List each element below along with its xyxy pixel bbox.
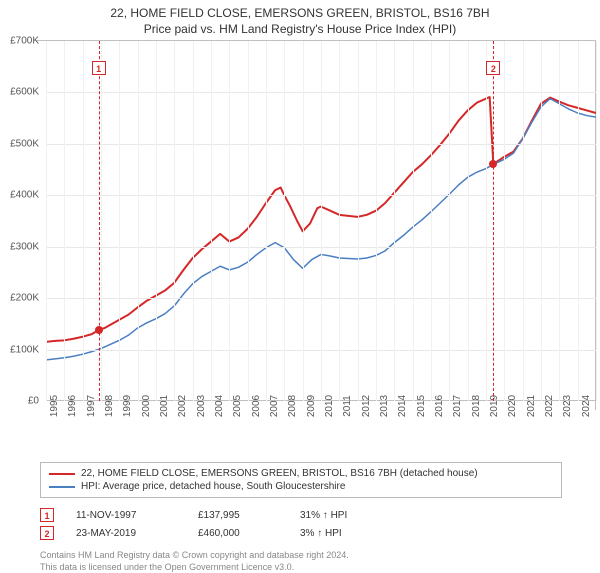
- marker-vline: [493, 41, 494, 401]
- gridline-v: [284, 41, 285, 401]
- x-axis-label: 2010: [324, 395, 335, 417]
- y-axis-label: £400K: [10, 190, 39, 201]
- x-axis-label: 2024: [581, 395, 592, 417]
- marker-box: 2: [486, 61, 500, 75]
- gridline-v: [541, 41, 542, 401]
- x-axis-label: 2009: [306, 395, 317, 417]
- x-axis-label: 2014: [397, 395, 408, 417]
- x-axis-label: 2007: [269, 395, 280, 417]
- x-axis-label: 2011: [342, 395, 353, 417]
- x-axis-label: 2015: [416, 395, 427, 417]
- gridline-v: [468, 41, 469, 401]
- legend-row-1: 22, HOME FIELD CLOSE, EMERSONS GREEN, BR…: [49, 467, 553, 480]
- gridline-v: [486, 41, 487, 401]
- legend-label-2: HPI: Average price, detached house, Sout…: [81, 481, 345, 492]
- gridline-v: [413, 41, 414, 401]
- gridline-v: [321, 41, 322, 401]
- y-axis-label: £200K: [10, 293, 39, 304]
- x-axis-label: 1995: [49, 395, 60, 417]
- gridline-v: [138, 41, 139, 401]
- marker-dot: [489, 160, 497, 168]
- gridline-v: [559, 41, 560, 401]
- x-axis-label: 2019: [489, 395, 500, 417]
- y-axis-label: £500K: [10, 138, 39, 149]
- x-axis-label: 2006: [251, 395, 262, 417]
- x-axis-label: 2000: [141, 395, 152, 417]
- legend-label-1: 22, HOME FIELD CLOSE, EMERSONS GREEN, BR…: [81, 468, 478, 479]
- x-axis-label: 2021: [526, 395, 537, 417]
- transaction-date: 11-NOV-1997: [76, 510, 176, 521]
- gridline-v: [101, 41, 102, 401]
- transactions-table: 1 11-NOV-1997 £137,995 31% ↑ HPI 2 23-MAY-201…: [40, 506, 600, 542]
- gridline-v: [394, 41, 395, 401]
- legend-row-2: HPI: Average price, detached house, Sout…: [49, 480, 553, 493]
- x-axis-label: 1997: [86, 395, 97, 417]
- y-axis-label: £600K: [10, 87, 39, 98]
- marker-box: 1: [92, 61, 106, 75]
- gridline-v: [46, 41, 47, 401]
- x-axis-label: 2017: [452, 395, 463, 417]
- x-axis-label: 2003: [196, 395, 207, 417]
- x-axis-label: 1996: [67, 395, 78, 417]
- gridline-v: [358, 41, 359, 401]
- legend: 22, HOME FIELD CLOSE, EMERSONS GREEN, BR…: [40, 462, 562, 498]
- y-axis-label: £0: [28, 396, 39, 407]
- gridline-v: [266, 41, 267, 401]
- gridline-v: [248, 41, 249, 401]
- marker-vline: [99, 41, 100, 401]
- gridline-v: [376, 41, 377, 401]
- gridline-v: [64, 41, 65, 401]
- gridline-v: [229, 41, 230, 401]
- gridline-v: [523, 41, 524, 401]
- gridline-v: [174, 41, 175, 401]
- marker-dot: [95, 326, 103, 334]
- transaction-date: 23-MAY-2019: [76, 528, 176, 539]
- transaction-price: £460,000: [198, 528, 278, 539]
- legend-swatch-2: [49, 486, 75, 488]
- gridline-v: [449, 41, 450, 401]
- attribution-line2: This data is licensed under the Open Gov…: [40, 562, 600, 573]
- y-axis-label: £700K: [10, 36, 39, 47]
- x-axis-label: 1998: [104, 395, 115, 417]
- transaction-pct: 31% ↑ HPI: [300, 510, 380, 521]
- gridline-v: [431, 41, 432, 401]
- x-axis-label: 2020: [507, 395, 518, 417]
- gridline-v: [578, 41, 579, 401]
- transaction-pct: 3% ↑ HPI: [300, 528, 380, 539]
- x-axis-label: 2016: [434, 395, 445, 417]
- x-axis-label: 2022: [544, 395, 555, 417]
- gridline-v: [119, 41, 120, 401]
- y-axis-label: £100K: [10, 344, 39, 355]
- transaction-marker-num: 2: [40, 526, 54, 540]
- gridline-v: [83, 41, 84, 401]
- attribution: Contains HM Land Registry data © Crown c…: [40, 550, 600, 573]
- gridline-v: [303, 41, 304, 401]
- x-axis-label: 1999: [122, 395, 133, 417]
- chart-container: £0£100K£200K£300K£400K£500K£600K£700K199…: [36, 40, 596, 410]
- gridline-v: [193, 41, 194, 401]
- transaction-marker-num: 1: [40, 508, 54, 522]
- chart-title-line2: Price paid vs. HM Land Registry's House …: [0, 22, 600, 36]
- x-axis-label: 2018: [471, 395, 482, 417]
- gridline-v: [156, 41, 157, 401]
- x-axis-label: 2008: [287, 395, 298, 417]
- chart-title-line1: 22, HOME FIELD CLOSE, EMERSONS GREEN, BR…: [0, 6, 600, 20]
- gridline-v: [504, 41, 505, 401]
- x-axis-label: 2013: [379, 395, 390, 417]
- x-axis-label: 2023: [562, 395, 573, 417]
- gridline-v: [596, 41, 597, 401]
- transaction-row: 1 11-NOV-1997 £137,995 31% ↑ HPI: [40, 506, 600, 524]
- transaction-price: £137,995: [198, 510, 278, 521]
- x-axis-label: 2001: [159, 395, 170, 417]
- legend-swatch-1: [49, 473, 75, 475]
- y-axis-label: £300K: [10, 241, 39, 252]
- x-axis-label: 2002: [177, 395, 188, 417]
- x-axis-label: 2012: [361, 395, 372, 417]
- x-axis-label: 2004: [214, 395, 225, 417]
- chart-title-block: 22, HOME FIELD CLOSE, EMERSONS GREEN, BR…: [0, 0, 600, 40]
- gridline-v: [339, 41, 340, 401]
- x-axis-label: 2005: [232, 395, 243, 417]
- transaction-row: 2 23-MAY-2019 £460,000 3% ↑ HPI: [40, 524, 600, 542]
- gridline-v: [211, 41, 212, 401]
